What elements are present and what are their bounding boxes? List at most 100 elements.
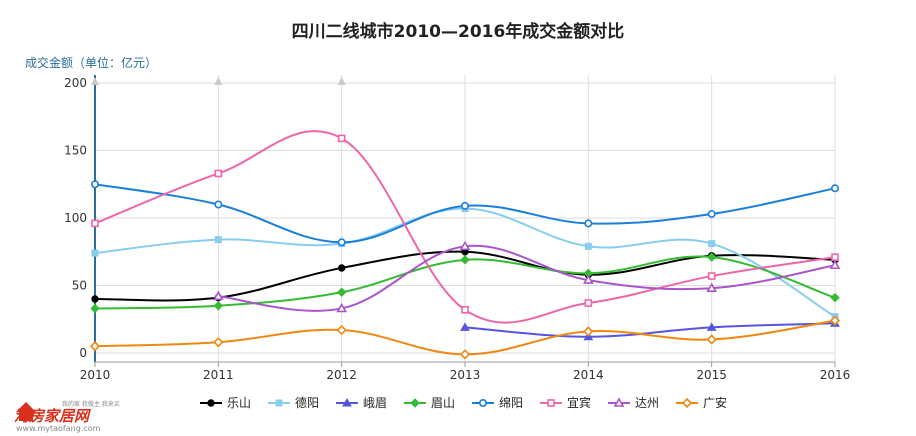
data-point	[830, 184, 839, 193]
data-point	[461, 305, 469, 314]
data-point	[89, 341, 101, 352]
legend-label: 德阳	[295, 395, 319, 410]
data-point	[336, 302, 348, 313]
legend-marker	[547, 399, 555, 407]
x-tick-label: 2010	[80, 368, 111, 382]
series-4	[91, 180, 839, 247]
legend-marker	[342, 397, 352, 407]
data-point	[706, 322, 717, 331]
y-tick-label: 200	[64, 76, 87, 90]
watermark-url: www.mytaofang.com	[16, 424, 101, 433]
series-line	[464, 322, 836, 338]
legend-item-5[interactable]: 宜宾	[540, 395, 591, 410]
legend-label: 眉山	[431, 396, 455, 410]
y-tick-label: 50	[72, 279, 87, 293]
data-point	[213, 337, 224, 348]
x-tick-label: 2013	[450, 368, 481, 382]
legend-item-0[interactable]: 乐山	[200, 396, 251, 410]
data-point	[707, 272, 716, 280]
legend-item-2[interactable]: 峨眉	[336, 396, 387, 410]
y-tick-label: 100	[64, 211, 87, 225]
legend-marker	[410, 398, 420, 408]
x-tick-label: 2014	[573, 368, 604, 382]
legend-marker	[613, 397, 625, 407]
data-point	[460, 201, 469, 210]
series-3	[90, 252, 840, 314]
legend-marker	[681, 397, 693, 409]
x-tick-label: 2016	[820, 368, 851, 382]
grid	[94, 75, 836, 362]
data-point	[337, 264, 346, 272]
data-point	[212, 290, 224, 301]
legend-label: 乐山	[227, 396, 251, 410]
watermark-brand: 淘房家居网	[14, 407, 92, 425]
data-point	[706, 334, 717, 345]
data-point	[91, 295, 99, 303]
data-point	[214, 169, 223, 178]
gridline-arrow-icon	[337, 77, 346, 85]
series-line	[218, 244, 836, 312]
data-point	[829, 315, 841, 326]
gridline-arrow-icon	[214, 77, 223, 85]
axes: 0 50 100 150 200 2010 2011 2012 2013 2014 2015 2016	[64, 75, 850, 382]
y-tick-label: 0	[79, 346, 87, 360]
data-point	[706, 252, 717, 262]
data-point	[213, 301, 224, 311]
data-point	[91, 249, 99, 257]
series-2	[460, 318, 840, 341]
series-5	[91, 130, 839, 324]
data-point	[337, 238, 346, 247]
series-6	[212, 240, 841, 313]
watermark: 淘房家居网 我的家 我做主 我来买 www.mytaofang.com	[14, 400, 120, 433]
data-point	[214, 236, 222, 244]
chart-title: 四川二线城市2010—2016年成交金额对比	[292, 21, 625, 42]
data-point	[706, 282, 718, 292]
data-point	[459, 349, 471, 360]
x-tick-label: 2011	[203, 368, 234, 382]
data-point	[831, 253, 839, 261]
legend-marker	[478, 398, 487, 407]
series-7	[89, 315, 841, 360]
data-point	[584, 219, 593, 228]
legend-label: 峨眉	[363, 396, 387, 410]
legend-item-6[interactable]: 达州	[608, 396, 659, 410]
series-layer	[89, 130, 841, 360]
data-point	[214, 200, 223, 209]
watermark-tagline: 我的家 我做主 我来买	[62, 400, 120, 408]
data-point	[459, 240, 471, 251]
data-point	[830, 292, 840, 303]
x-tick-label: 2012	[326, 368, 357, 382]
data-point	[91, 180, 100, 189]
data-point	[583, 326, 594, 337]
data-point	[707, 209, 716, 218]
legend-item-4[interactable]: 绵阳	[472, 396, 523, 410]
data-point	[336, 287, 347, 297]
legend[interactable]: 乐山 德阳 峨眉 眉山 绵阳 宜宾 达州 广安	[200, 395, 727, 410]
legend-label: 绵阳	[499, 396, 523, 410]
data-point	[460, 322, 470, 331]
data-point	[584, 299, 593, 307]
legend-item-1[interactable]: 德阳	[268, 395, 319, 410]
legend-marker	[275, 399, 283, 407]
legend-marker	[207, 399, 215, 407]
gridline-arrow-icon	[91, 77, 99, 85]
y-tick-label: 150	[64, 144, 87, 158]
data-point	[582, 274, 594, 284]
data-point	[337, 134, 346, 143]
legend-label: 广安	[703, 395, 727, 410]
legend-item-3[interactable]: 眉山	[404, 396, 455, 410]
x-tick-label: 2015	[696, 368, 727, 382]
legend-label: 达州	[635, 396, 659, 410]
data-point	[91, 219, 99, 228]
house-logo-icon	[16, 402, 36, 412]
data-point	[708, 240, 716, 248]
data-point	[460, 255, 470, 265]
y-axis-label: 成交金额（单位：亿元）	[25, 55, 157, 70]
data-point	[90, 303, 100, 314]
data-point	[829, 259, 841, 270]
data-point	[584, 242, 592, 250]
data-point	[336, 324, 347, 336]
legend-label: 宜宾	[567, 395, 591, 410]
legend-item-7[interactable]: 广安	[676, 395, 727, 410]
